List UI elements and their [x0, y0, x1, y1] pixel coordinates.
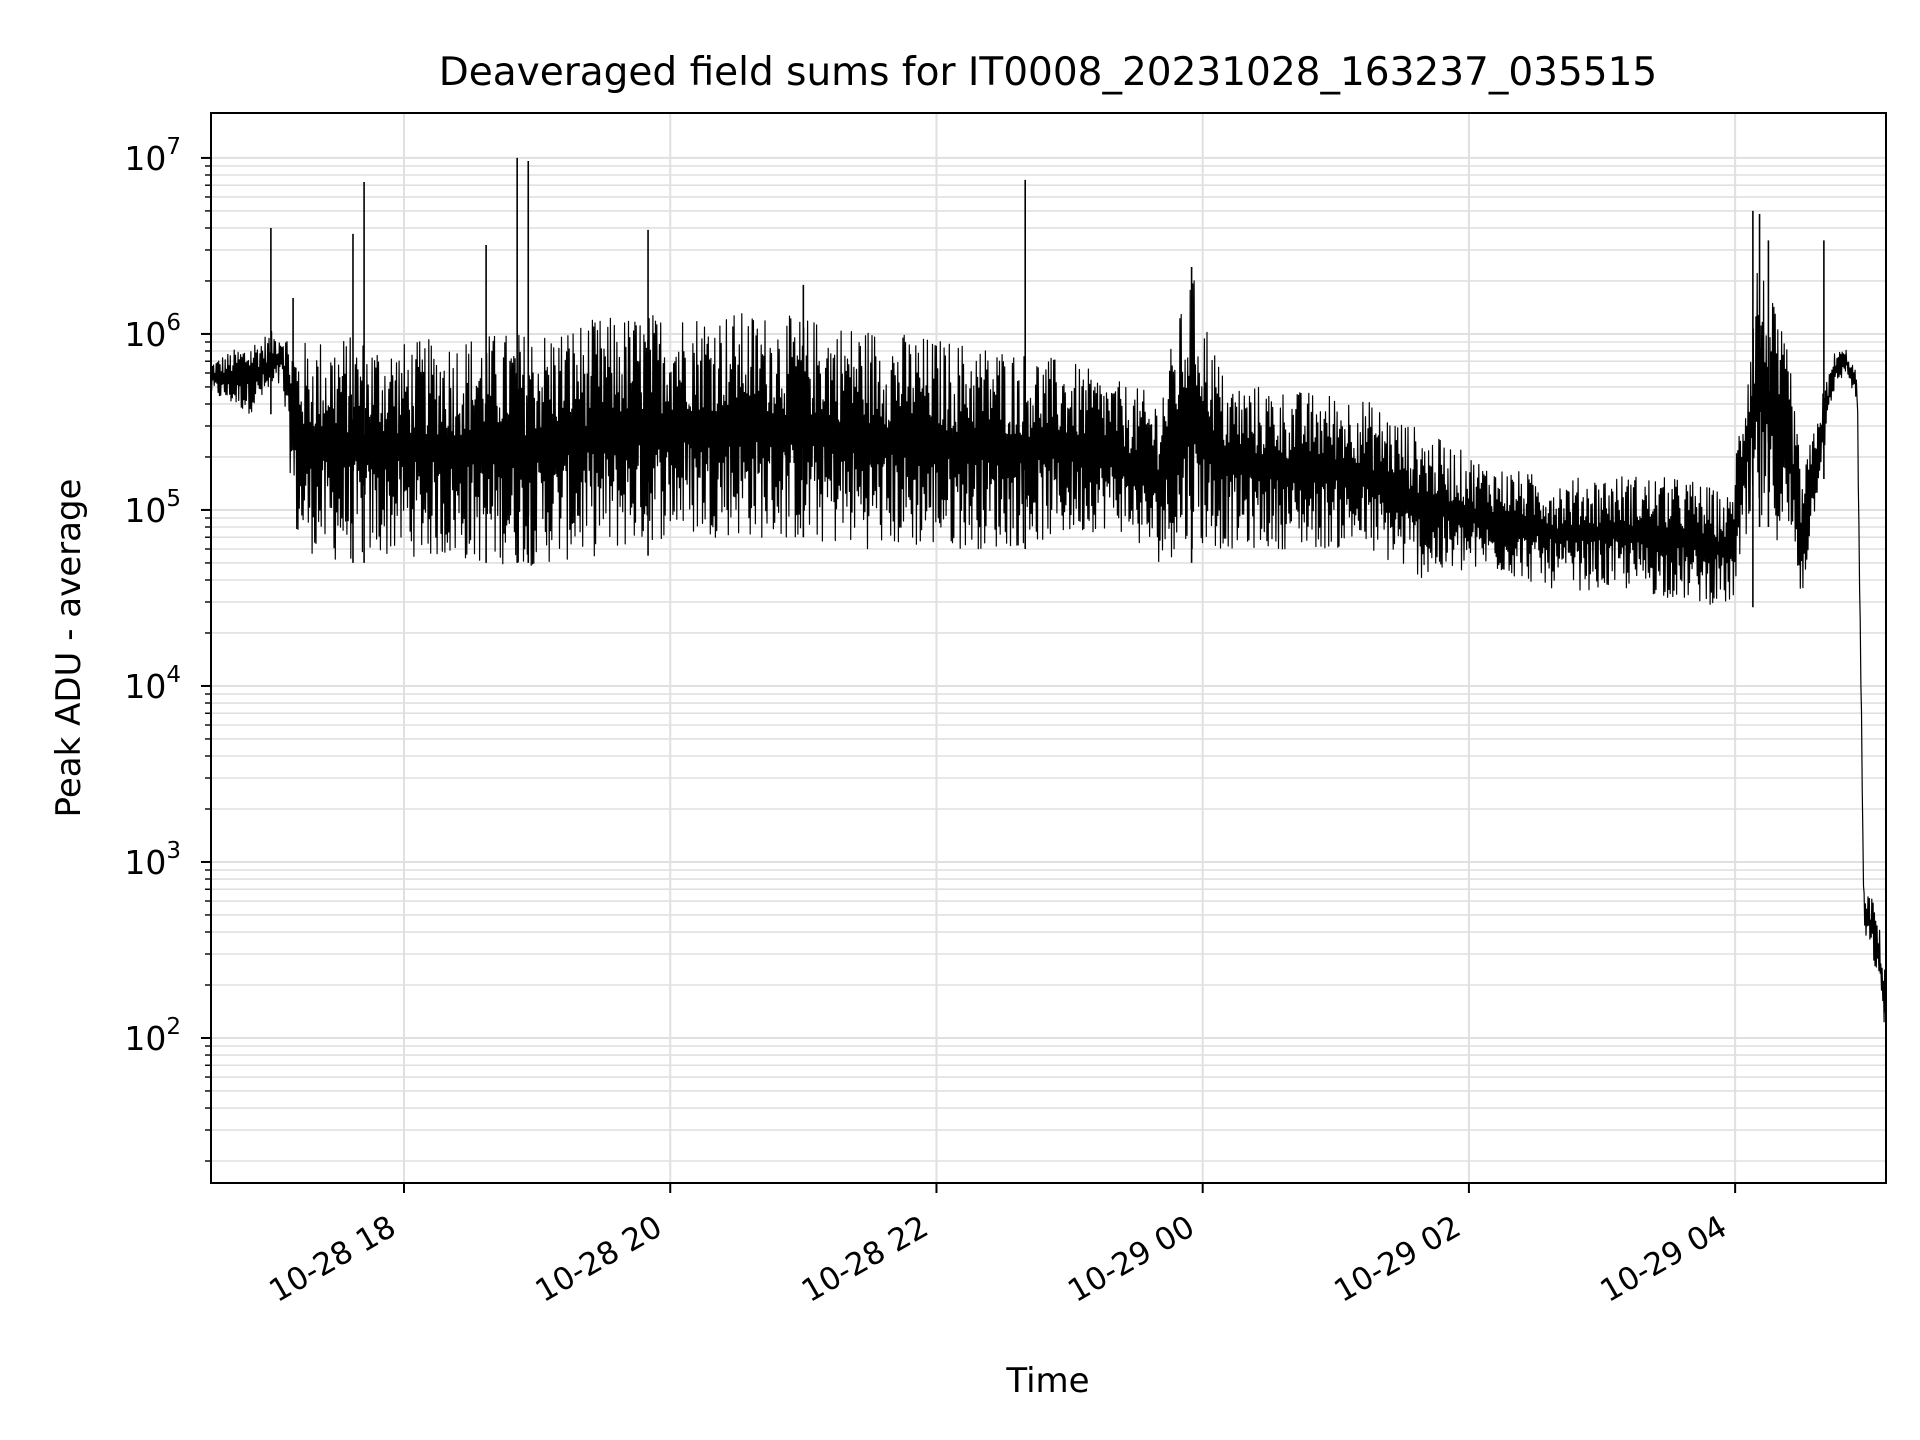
signal-line [210, 272, 1887, 1023]
y-tick-label: 102 [124, 1014, 181, 1058]
data-series [210, 157, 1887, 1023]
y-tick-label: 107 [124, 134, 181, 178]
plot-frame [210, 112, 1887, 1184]
y-tick-label: 106 [124, 310, 181, 354]
y-tick-label: 103 [124, 838, 181, 882]
y-tick-label: 105 [124, 486, 181, 530]
grid [211, 113, 1886, 1183]
x-axis-label: Time [1005, 1361, 1089, 1401]
chart-title: Deaveraged field sums for IT0008_2023102… [439, 50, 1657, 95]
y-tick-label: 104 [124, 662, 181, 706]
y-axis-label: Peak ADU - average [49, 479, 89, 818]
